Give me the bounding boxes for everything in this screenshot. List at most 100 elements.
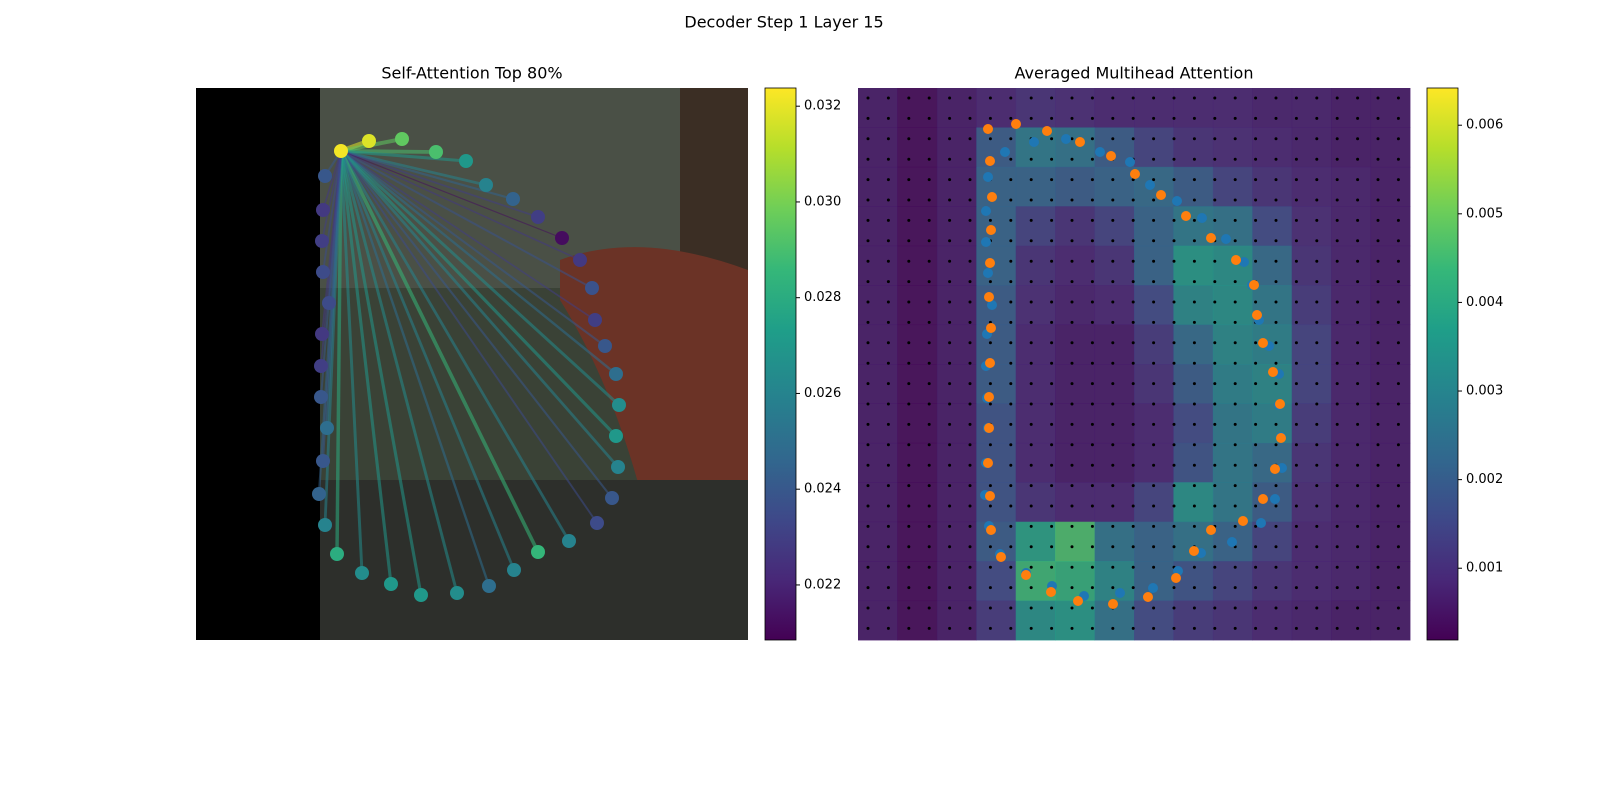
heat-cell <box>858 561 898 602</box>
grid-dot <box>1376 361 1380 365</box>
grid-dot <box>1294 198 1298 202</box>
grid-dot <box>1274 586 1278 590</box>
heat-cell <box>897 482 938 523</box>
grid-dot <box>988 484 992 488</box>
grid-dot <box>1050 320 1054 324</box>
grid-dot <box>1233 443 1237 447</box>
grid-dot <box>948 157 952 161</box>
attention-edge <box>339 150 491 587</box>
grid-dot <box>1335 586 1339 590</box>
grid-dot <box>1294 137 1298 141</box>
heat-cell <box>858 324 898 365</box>
heat-cell <box>1252 561 1293 602</box>
colorbar-tick-label: 0.003 <box>1466 384 1503 399</box>
grid-dot <box>1090 422 1094 426</box>
grid-dot <box>1294 402 1298 406</box>
grid-dot <box>948 524 952 528</box>
grid-dot <box>1294 96 1298 100</box>
grid-dot <box>1294 116 1298 120</box>
point <box>1239 257 1249 267</box>
grid-dot <box>968 463 972 467</box>
grid-dot <box>1029 402 1033 406</box>
grid-dot <box>1152 545 1156 549</box>
grid-dot <box>1152 484 1156 488</box>
point <box>1145 180 1155 190</box>
grid-dot <box>1192 280 1196 284</box>
heat-cell <box>1370 442 1411 483</box>
point <box>983 172 993 182</box>
point <box>414 588 428 602</box>
heat-cell <box>1331 521 1372 562</box>
heat-cell <box>1134 88 1174 128</box>
grid-dot <box>1131 116 1135 120</box>
point <box>1125 157 1135 167</box>
grid-dot <box>1315 626 1319 630</box>
heat-cell <box>1055 521 1096 562</box>
attention-edges <box>317 137 620 596</box>
point <box>590 516 604 530</box>
grid-dot <box>988 218 992 222</box>
grid-dot <box>1009 504 1013 508</box>
grid-dot <box>1152 565 1156 569</box>
grid-dot <box>1090 443 1094 447</box>
point <box>482 579 496 593</box>
grid-dot <box>1050 626 1054 630</box>
point <box>986 525 996 535</box>
grid-dot <box>886 116 890 120</box>
point <box>1270 494 1280 504</box>
point <box>506 192 520 206</box>
point <box>984 423 994 433</box>
grid-dot <box>1192 178 1196 182</box>
grid-dot <box>886 443 890 447</box>
heat-cell <box>936 521 977 562</box>
heat-cell <box>976 482 1017 523</box>
grid-dot <box>1029 218 1033 222</box>
grid-dot <box>1274 178 1278 182</box>
grid-dot <box>1294 300 1298 304</box>
heat-cell <box>897 364 938 404</box>
point <box>1231 255 1241 265</box>
grid-dot <box>1131 443 1135 447</box>
grid-dot <box>886 504 890 508</box>
grid-dot <box>1192 157 1196 161</box>
heat-cell <box>858 206 898 247</box>
point <box>1181 211 1191 221</box>
grid-dot <box>1335 565 1339 569</box>
grid-dot <box>927 545 931 549</box>
grid-dot <box>1396 484 1400 488</box>
grid-dot <box>1376 96 1380 100</box>
grid-dot <box>1152 626 1156 630</box>
attention-edge <box>340 150 539 218</box>
grid-dot <box>968 96 972 100</box>
grid-dot <box>907 402 911 406</box>
attention-edge <box>339 150 540 553</box>
grid-dot <box>968 586 972 590</box>
grid-dot <box>907 218 911 222</box>
grid-dot <box>1009 239 1013 243</box>
heat-cell <box>936 127 977 168</box>
point <box>1108 599 1118 609</box>
grid-dot <box>1356 116 1360 120</box>
heat-cell <box>858 482 898 523</box>
grid-dot <box>1070 586 1074 590</box>
grid-dot <box>1233 96 1237 100</box>
grid-dot <box>1254 157 1258 161</box>
grid-dot <box>1050 341 1054 345</box>
point <box>1156 190 1166 200</box>
grid-dot <box>968 422 972 426</box>
grid-dot <box>1029 239 1033 243</box>
heat-cell <box>1055 127 1096 168</box>
grid-dot <box>1152 606 1156 610</box>
heat-cell <box>1055 403 1096 444</box>
grid-dot <box>1090 382 1094 386</box>
grid-dot <box>1274 524 1278 528</box>
grid-dot <box>1029 259 1033 263</box>
heat-cell <box>1212 206 1253 247</box>
grid-dot <box>1090 586 1094 590</box>
heat-cell <box>1212 166 1253 207</box>
grid-dot <box>1090 320 1094 324</box>
heat-cell <box>1252 600 1293 641</box>
point <box>1268 367 1278 377</box>
grid-dot <box>1254 259 1258 263</box>
grid-dot <box>1050 218 1054 222</box>
